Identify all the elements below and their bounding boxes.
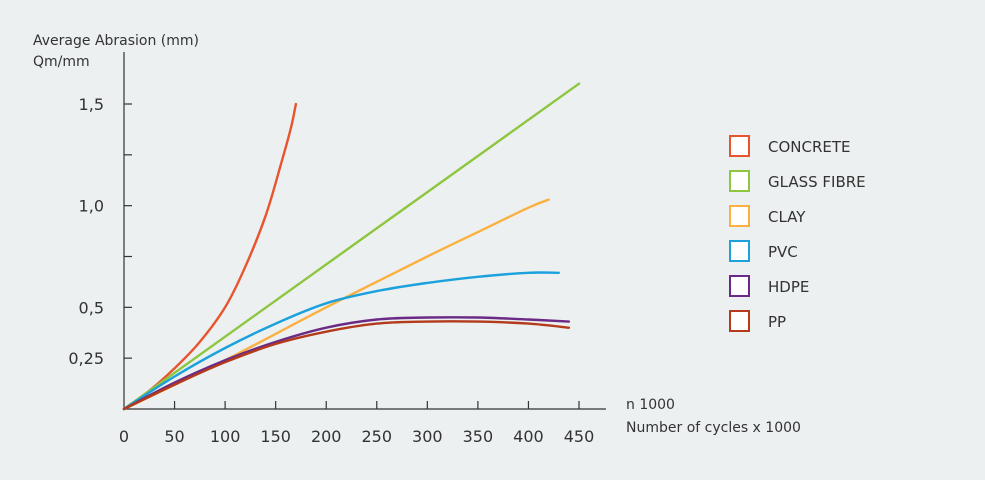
x-tick-label: 450 bbox=[564, 427, 595, 446]
legend-swatch-concrete bbox=[729, 135, 750, 157]
x-tick-label: 300 bbox=[412, 427, 443, 446]
x-tick-label: 200 bbox=[311, 427, 342, 446]
x-axis-label-line1: n 1000 bbox=[626, 397, 675, 413]
y-tick-label: 1,0 bbox=[79, 197, 104, 216]
series-line-pvc bbox=[122, 271, 560, 411]
y-tick-label: 1,5 bbox=[79, 95, 104, 114]
x-tick-label: 350 bbox=[463, 427, 494, 446]
legend-label-hdpe: HDPE bbox=[768, 278, 809, 296]
x-axis-label-line2: Number of cycles x 1000 bbox=[626, 420, 801, 436]
y-tick-label: 0,25 bbox=[68, 349, 104, 368]
legend-swatch-pvc bbox=[729, 240, 750, 262]
series-lines bbox=[122, 82, 581, 411]
legend-swatch-clay bbox=[729, 205, 750, 227]
legend: CONCRETE GLASS FIBRE CLAY PVC HDPE PP bbox=[729, 135, 866, 332]
series-line-pp bbox=[122, 320, 571, 411]
series-line-hdpe bbox=[122, 316, 571, 411]
legend-label-glass-fibre: GLASS FIBRE bbox=[768, 173, 866, 191]
legend-swatch-hdpe bbox=[729, 275, 750, 297]
legend-label-pp: PP bbox=[768, 313, 786, 331]
x-tick-label: 50 bbox=[164, 427, 184, 446]
legend-label-concrete: CONCRETE bbox=[768, 138, 851, 156]
x-tick-label: 150 bbox=[260, 427, 291, 446]
y-tick-label: 0,5 bbox=[79, 298, 104, 317]
legend-label-pvc: PVC bbox=[768, 243, 798, 261]
y-axis-label-line2: Qm/mm bbox=[33, 54, 90, 70]
x-tick-label: 0 bbox=[119, 427, 129, 446]
legend-label-clay: CLAY bbox=[768, 208, 806, 226]
y-axis-label-line1: Average Abrasion (mm) bbox=[33, 33, 199, 49]
x-tick-label: 400 bbox=[513, 427, 544, 446]
legend-swatch-pp bbox=[729, 310, 750, 332]
x-tick-label: 250 bbox=[362, 427, 393, 446]
legend-swatch-glass-fibre bbox=[729, 170, 750, 192]
axes: 0 50 100 150 200 250 300 350 400 450 0,25 0,5 1,0 1,5 bbox=[68, 52, 606, 446]
series-line-glass-fibre bbox=[122, 82, 581, 411]
series-line-concrete bbox=[122, 102, 298, 411]
x-tick-label: 100 bbox=[210, 427, 241, 446]
